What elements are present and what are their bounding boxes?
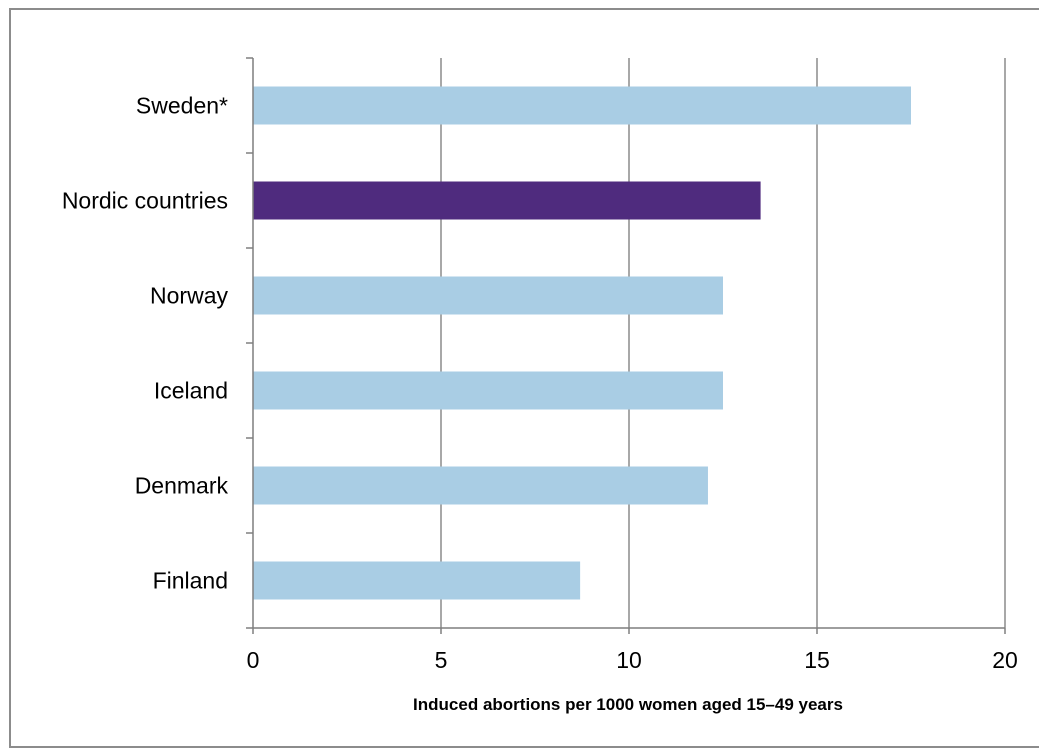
x-tick-label: 20 [992,647,1018,673]
x-tick-label: 0 [247,647,260,673]
category-label: Iceland [154,378,228,404]
bar [253,86,911,125]
bar [253,561,581,600]
category-label: Finland [153,568,228,594]
category-label: Denmark [135,473,229,499]
bar [253,466,708,505]
category-label: Nordic countries [62,188,228,214]
gridlines [440,58,1006,628]
x-tick-label: 10 [616,647,642,673]
bars [253,86,911,600]
bar [253,371,723,410]
axes [246,57,1006,634]
bar [253,276,723,315]
category-labels: Sweden* Nordic countries Norway Iceland Denm… [62,93,229,594]
category-label: Norway [150,283,228,309]
x-tick-label: 15 [804,647,830,673]
x-axis-title: Induced abortions per 1000 women aged 15… [413,695,843,714]
category-label: Sweden* [136,93,228,119]
x-tick-label: 5 [435,647,448,673]
bar [253,181,761,220]
x-tick-labels: 0 5 10 15 20 [247,647,1018,673]
